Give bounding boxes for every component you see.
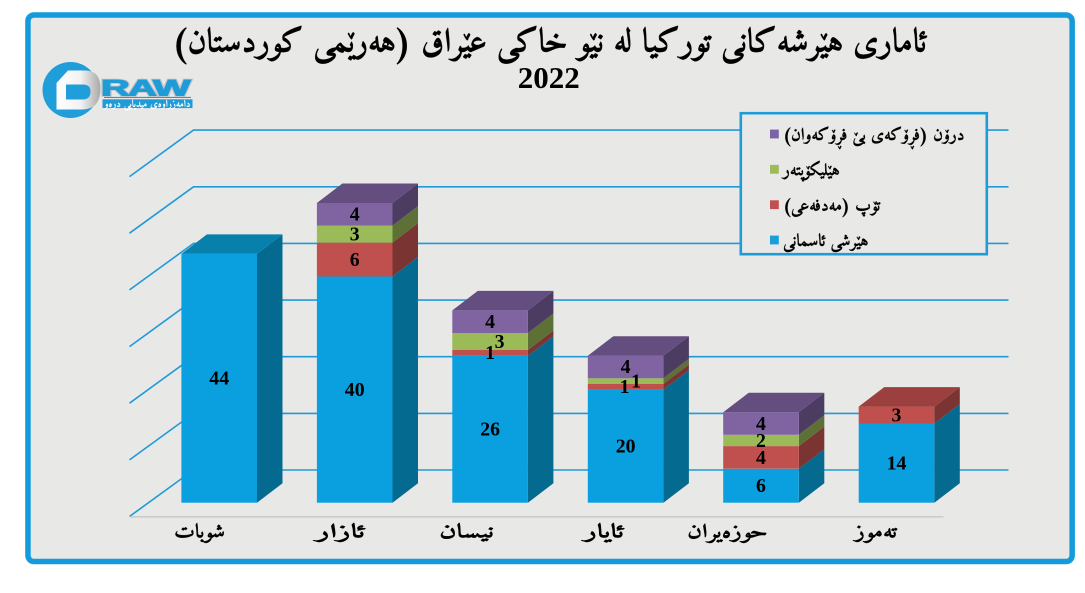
- svg-text:3: 3: [892, 404, 902, 426]
- svg-text:3: 3: [350, 223, 360, 245]
- svg-text:40: 40: [345, 379, 365, 401]
- svg-text:1: 1: [631, 371, 641, 393]
- svg-text:26: 26: [480, 419, 500, 441]
- svg-text:6: 6: [756, 475, 766, 497]
- svg-text:20: 20: [616, 436, 636, 458]
- svg-text:1: 1: [620, 376, 630, 398]
- svg-text:4: 4: [756, 447, 766, 469]
- svg-text:44: 44: [209, 368, 229, 390]
- svg-text:4: 4: [485, 311, 495, 333]
- svg-text:2: 2: [756, 430, 766, 452]
- svg-text:1: 1: [485, 342, 495, 364]
- svg-text:4: 4: [756, 413, 766, 435]
- svg-text:2022: 2022: [518, 60, 580, 95]
- svg-text:3: 3: [495, 331, 505, 353]
- svg-text:6: 6: [350, 249, 360, 271]
- svg-text:4: 4: [350, 204, 360, 226]
- svg-text:4: 4: [621, 356, 631, 378]
- svg-text:14: 14: [887, 452, 907, 474]
- svg-text:RAW: RAW: [101, 76, 191, 101]
